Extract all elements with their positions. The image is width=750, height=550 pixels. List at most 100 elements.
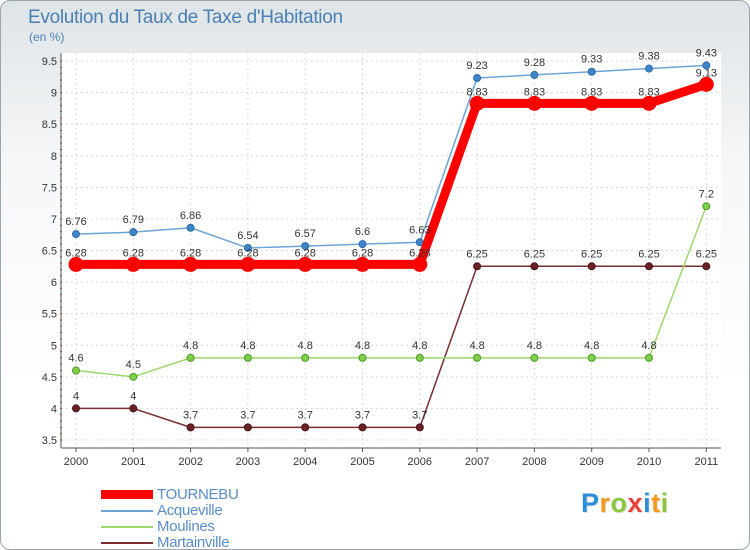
logo-letter: P bbox=[581, 488, 600, 518]
series-line-martainville bbox=[75, 265, 708, 429]
data-label-moulines: 4.8 bbox=[584, 340, 599, 352]
data-point-moulines bbox=[72, 366, 80, 375]
x-tick-label: 2010 bbox=[637, 456, 661, 468]
data-label-martainville: 4 bbox=[73, 390, 79, 402]
data-label-martainville: 6.25 bbox=[466, 248, 487, 260]
data-label-acqueville: 6.6 bbox=[355, 226, 370, 238]
data-label-tournebu: 6.28 bbox=[409, 247, 430, 259]
legend-swatch-tournebu bbox=[101, 490, 153, 499]
data-label-acqueville: 6.79 bbox=[123, 214, 144, 226]
data-label-acqueville: 9.23 bbox=[466, 60, 487, 72]
series-line-tournebu bbox=[71, 79, 711, 269]
data-point-acqueville bbox=[358, 240, 367, 249]
data-point-martainville bbox=[702, 262, 711, 271]
x-tick-label: 2011 bbox=[694, 456, 718, 468]
data-point-martainville bbox=[587, 262, 596, 271]
x-tick-label: 2001 bbox=[121, 456, 145, 468]
data-label-martainville: 3.7 bbox=[412, 409, 427, 421]
data-point-acqueville bbox=[645, 64, 653, 73]
x-tick-label: 2009 bbox=[579, 456, 603, 468]
data-point-tournebu bbox=[355, 256, 370, 272]
x-tick-label: 2000 bbox=[64, 456, 88, 468]
data-label-martainville: 6.25 bbox=[581, 248, 602, 260]
data-label-tournebu: 6.28 bbox=[65, 247, 86, 259]
x-tick-label: 2006 bbox=[408, 456, 432, 468]
data-point-moulines bbox=[186, 353, 195, 362]
legend-swatch-martainville bbox=[101, 542, 153, 544]
legend-swatch-moulines bbox=[101, 526, 153, 528]
data-point-acqueville bbox=[72, 230, 80, 239]
data-label-martainville: 6.25 bbox=[638, 248, 659, 260]
data-label-tournebu: 6.28 bbox=[123, 247, 144, 259]
logo-letter: i bbox=[643, 488, 652, 518]
data-point-tournebu bbox=[240, 256, 256, 272]
x-tick-label: 2002 bbox=[178, 456, 202, 468]
data-label-acqueville: 6.86 bbox=[180, 210, 201, 222]
data-point-tournebu bbox=[68, 256, 84, 272]
y-tick-label: 6.5 bbox=[42, 246, 57, 258]
data-point-moulines bbox=[415, 353, 424, 362]
y-tick-label: 5.5 bbox=[42, 309, 57, 321]
data-point-moulines bbox=[243, 353, 252, 362]
x-tick-label: 2008 bbox=[522, 456, 546, 468]
data-point-martainville bbox=[72, 404, 80, 413]
chart-subtitle: (en %) bbox=[29, 30, 65, 44]
data-point-moulines bbox=[473, 353, 482, 362]
data-point-martainville bbox=[473, 262, 482, 271]
data-point-martainville bbox=[358, 423, 367, 432]
y-tick-label: 4 bbox=[51, 403, 57, 415]
data-point-acqueville bbox=[301, 242, 310, 251]
data-label-moulines: 4.6 bbox=[68, 353, 83, 365]
data-label-acqueville: 6.54 bbox=[237, 230, 258, 242]
data-point-moulines bbox=[587, 353, 596, 362]
data-point-moulines bbox=[645, 353, 653, 362]
data-label-moulines: 4.8 bbox=[527, 340, 542, 352]
data-label-martainville: 3.7 bbox=[183, 409, 198, 421]
data-point-martainville bbox=[243, 423, 252, 432]
series-line-acqueville bbox=[75, 64, 708, 249]
data-label-martainville: 6.25 bbox=[524, 248, 545, 260]
data-point-tournebu bbox=[698, 76, 714, 92]
data-label-tournebu: 6.28 bbox=[352, 247, 373, 259]
data-label-tournebu: 9.13 bbox=[696, 67, 717, 79]
data-label-moulines: 4.8 bbox=[298, 340, 313, 352]
y-tick-label: 3.5 bbox=[42, 435, 57, 447]
data-point-martainville bbox=[301, 423, 310, 432]
data-point-moulines bbox=[301, 353, 310, 362]
data-label-tournebu: 6.28 bbox=[294, 247, 315, 259]
legend-label-tournebu: TOURNEBU bbox=[157, 486, 239, 503]
data-label-moulines: 4.8 bbox=[469, 340, 484, 352]
data-point-acqueville bbox=[473, 74, 482, 83]
data-label-tournebu: 8.83 bbox=[466, 86, 487, 98]
data-point-martainville bbox=[186, 423, 195, 432]
data-point-tournebu bbox=[641, 95, 657, 111]
data-label-moulines: 4.8 bbox=[183, 340, 198, 352]
legend-label-moulines: Moulines bbox=[157, 518, 215, 535]
data-label-acqueville: 9.38 bbox=[638, 51, 659, 63]
data-label-acqueville: 9.33 bbox=[581, 54, 602, 66]
y-tick-label: 7.5 bbox=[42, 182, 57, 194]
data-label-martainville: 3.7 bbox=[240, 409, 255, 421]
data-point-moulines bbox=[702, 202, 711, 211]
data-label-tournebu: 6.28 bbox=[237, 247, 258, 259]
data-point-martainville bbox=[129, 404, 138, 413]
data-point-acqueville bbox=[587, 67, 596, 76]
data-label-tournebu: 8.83 bbox=[638, 86, 659, 98]
data-label-tournebu: 8.83 bbox=[581, 86, 602, 98]
data-point-tournebu bbox=[526, 95, 542, 111]
logo-letter: i bbox=[660, 488, 669, 518]
data-point-tournebu bbox=[469, 95, 485, 111]
data-label-tournebu: 8.83 bbox=[524, 86, 545, 98]
x-tick-label: 2007 bbox=[465, 456, 489, 468]
y-tick-label: 8.5 bbox=[42, 119, 57, 131]
data-point-tournebu bbox=[584, 95, 600, 111]
y-tick-label: 8 bbox=[51, 151, 57, 163]
data-label-acqueville: 9.28 bbox=[524, 57, 545, 69]
chart-title: Evolution du Taux de Taxe d'Habitation bbox=[28, 7, 343, 28]
data-label-acqueville: 9.43 bbox=[696, 47, 717, 59]
legend-swatch-acqueville bbox=[101, 510, 153, 512]
logo-letter: r bbox=[599, 488, 611, 518]
logo-letter: o bbox=[610, 488, 628, 518]
data-label-moulines: 4.8 bbox=[641, 340, 656, 352]
